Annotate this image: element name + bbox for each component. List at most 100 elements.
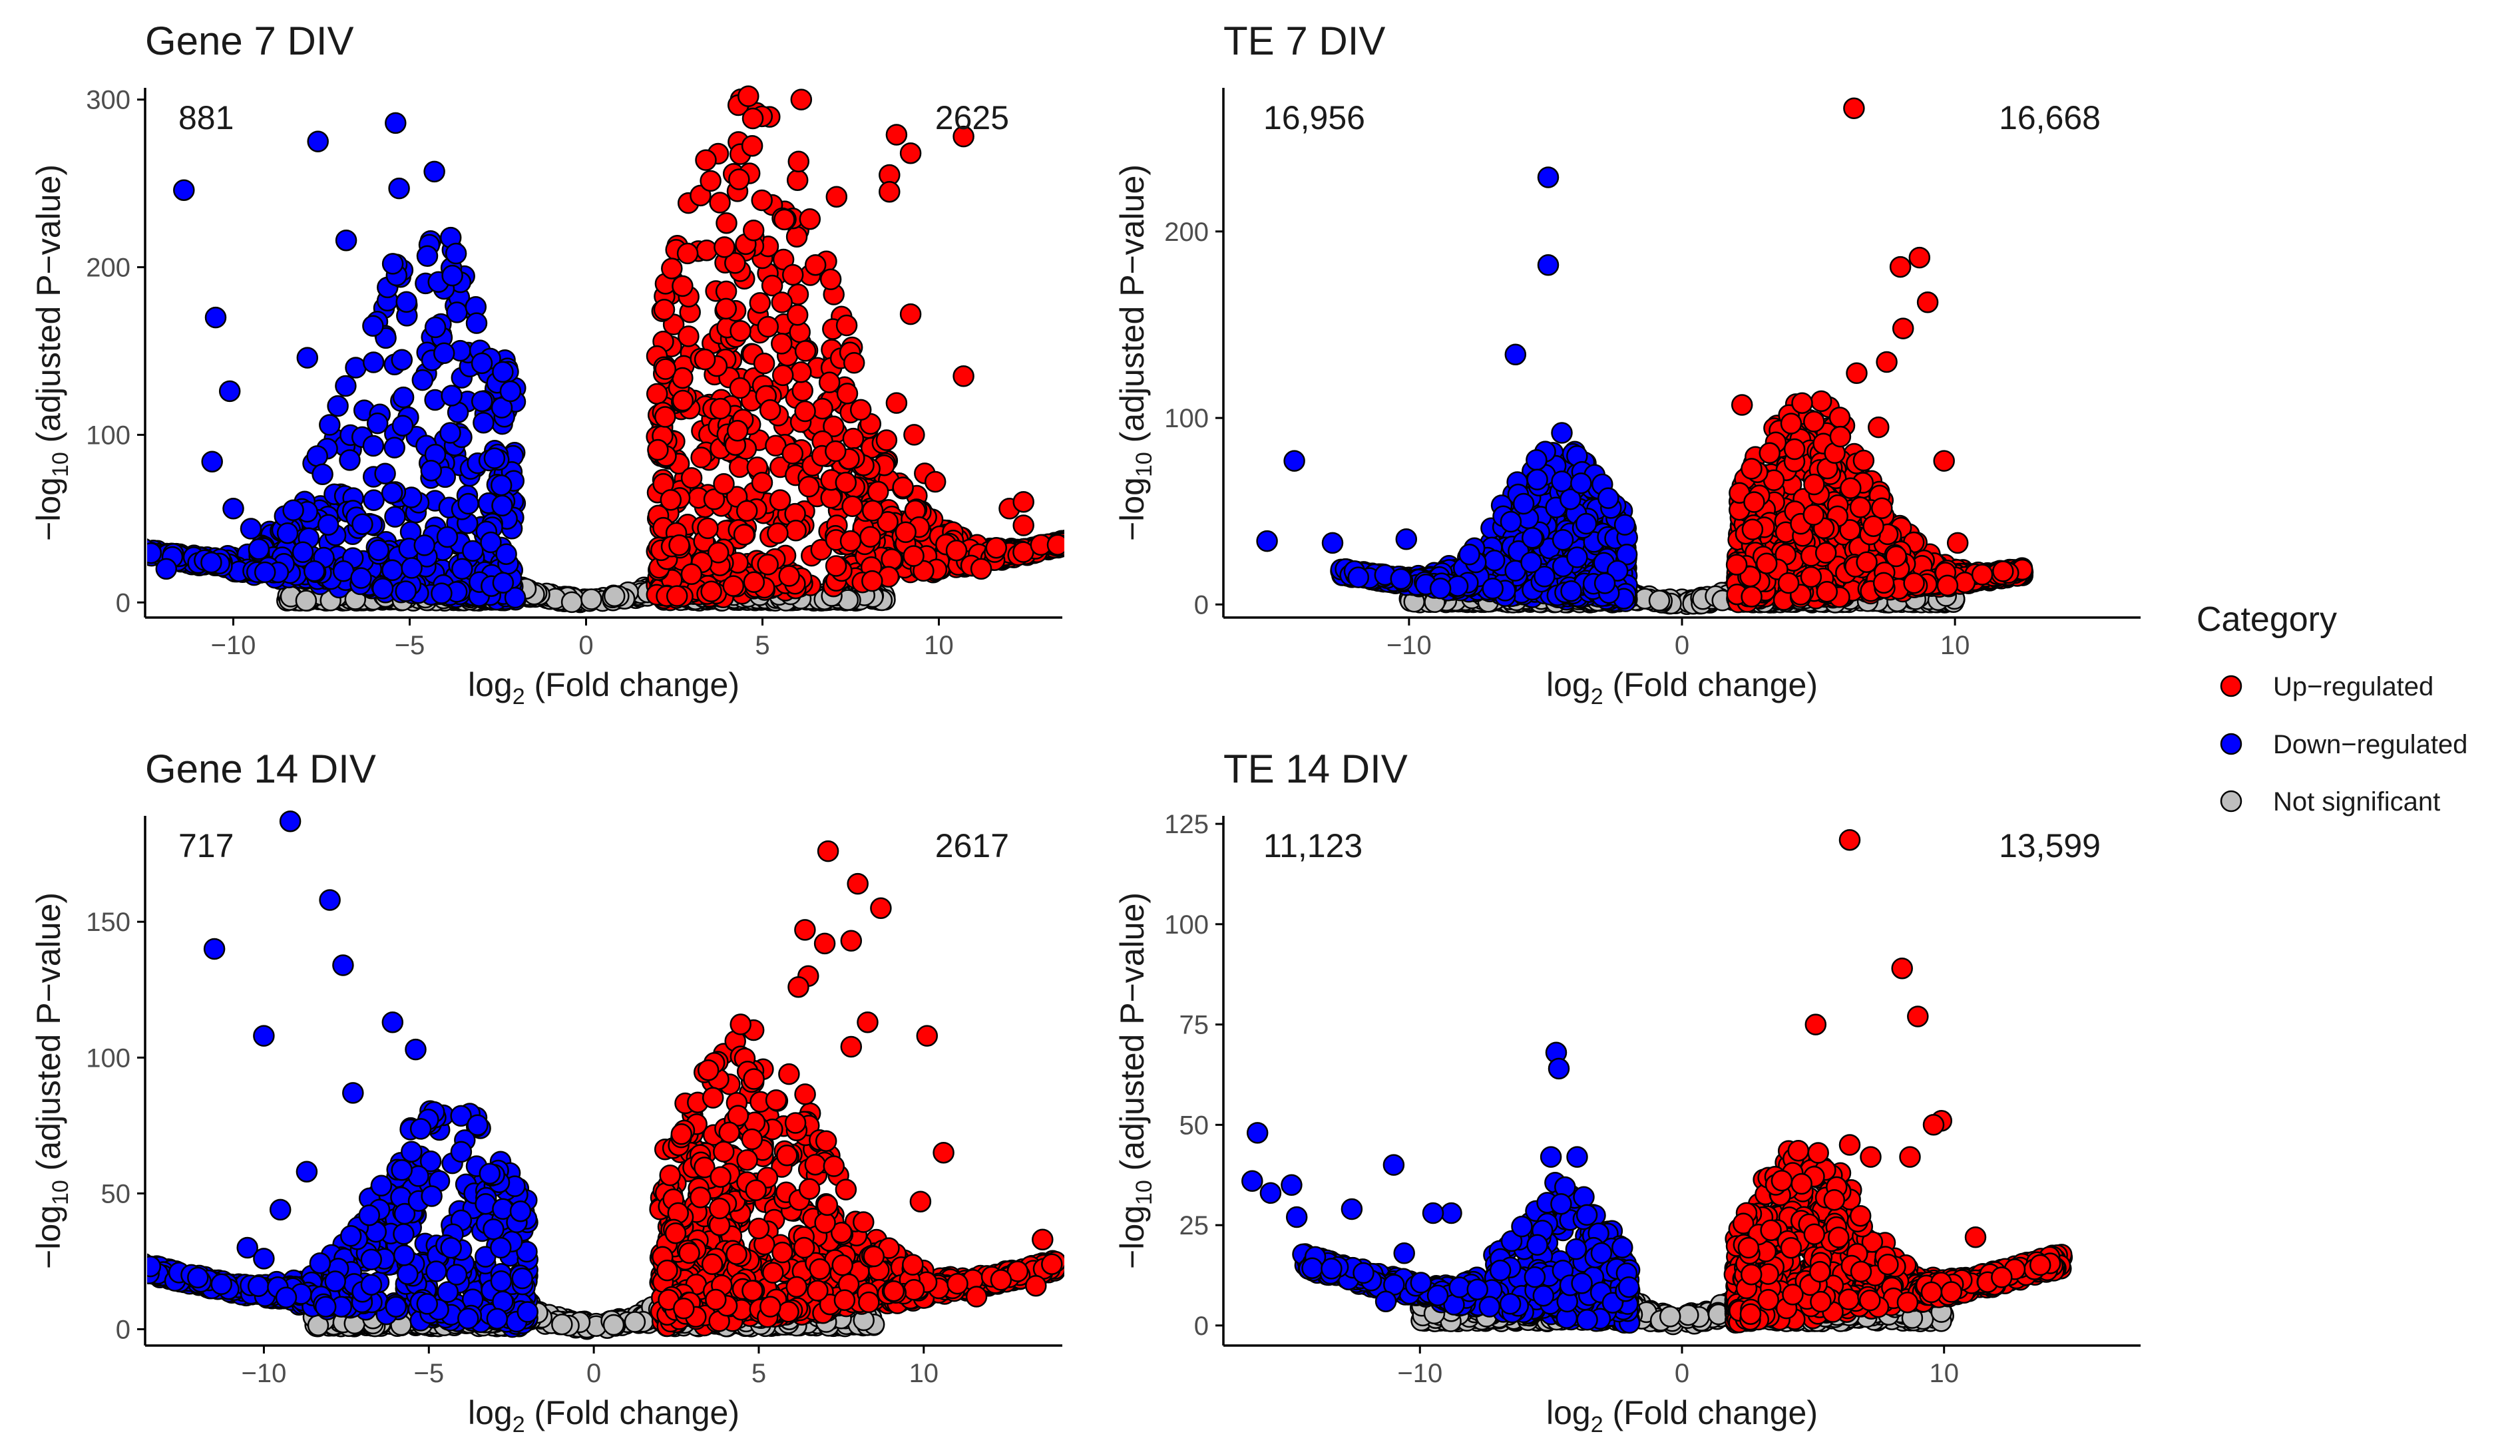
point-up	[1082, 527, 1102, 547]
point-down	[1537, 166, 1560, 188]
point-up	[771, 291, 793, 313]
point-up	[751, 471, 773, 494]
point-up	[781, 264, 804, 286]
point-down	[73, 530, 93, 550]
point-down	[81, 526, 101, 546]
point-up	[892, 476, 914, 498]
point-down	[1552, 529, 1574, 551]
point-down	[457, 492, 479, 515]
point-down	[101, 536, 120, 556]
point-up	[771, 333, 793, 355]
x-axis-label-base: log	[468, 666, 513, 703]
point-up	[1862, 515, 1884, 537]
point-up	[1852, 449, 1875, 472]
point-down	[101, 537, 121, 557]
point-up	[690, 184, 712, 207]
point-down	[1551, 422, 1573, 444]
point-down	[72, 528, 92, 548]
point-up	[1076, 528, 1096, 548]
point-ns	[1648, 590, 1671, 612]
point-down	[384, 506, 406, 528]
point-up	[1062, 536, 1064, 548]
point-ns	[295, 590, 317, 612]
point-down	[335, 229, 357, 252]
point-down	[1347, 566, 1370, 588]
point-up	[668, 534, 690, 556]
point-down	[80, 530, 100, 550]
point-up	[1077, 530, 1097, 550]
point-up	[715, 297, 737, 320]
point-down	[110, 538, 130, 558]
point-down	[71, 525, 91, 545]
point-down	[92, 534, 112, 554]
point-down	[95, 530, 115, 550]
point-up	[804, 254, 827, 276]
point-up	[1012, 514, 1034, 536]
point-up	[733, 524, 755, 546]
point-down	[423, 160, 445, 183]
x-tick-label: −10	[1386, 631, 1432, 660]
point-down	[103, 532, 123, 552]
point-down	[118, 538, 138, 558]
point-up	[794, 400, 816, 423]
point-up	[735, 500, 758, 522]
point-up	[728, 168, 750, 190]
point-down	[1526, 468, 1548, 490]
point-down	[79, 526, 99, 546]
point-up	[1843, 97, 1865, 120]
point-up	[1079, 528, 1099, 548]
point-up	[787, 150, 810, 173]
point-up	[672, 389, 694, 412]
point-up	[785, 520, 807, 542]
point-down	[439, 422, 461, 444]
point-up	[1065, 532, 1085, 552]
y-axis-label-pre: −log	[30, 477, 67, 541]
point-up	[819, 268, 842, 291]
point-up	[1839, 519, 1861, 541]
point-down	[424, 316, 447, 339]
point-up	[1759, 442, 1781, 464]
point-up	[885, 124, 908, 146]
point-down	[103, 532, 123, 552]
point-down	[445, 242, 467, 265]
point-up	[1800, 566, 1822, 588]
point-up	[751, 189, 773, 212]
point-up	[1081, 529, 1101, 549]
points-layer	[1256, 97, 2034, 616]
point-down	[307, 130, 329, 152]
point-down	[392, 386, 415, 409]
panel-title: TE 7 DIV	[1223, 19, 1385, 63]
point-up	[729, 377, 751, 399]
point-down	[492, 361, 514, 383]
point-up	[790, 361, 812, 383]
panel-title: Gene 14 DIV	[145, 747, 376, 791]
point-up	[1082, 528, 1102, 548]
x-axis-label-sub: 2	[513, 684, 525, 709]
point-up	[1936, 574, 1959, 597]
point-up	[861, 570, 883, 592]
point-up	[672, 275, 694, 297]
point-up	[1828, 407, 1851, 429]
point-down	[480, 531, 502, 554]
point-up	[1868, 416, 1890, 439]
point-down	[363, 489, 385, 511]
point-down	[1613, 514, 1636, 536]
point-up	[680, 466, 703, 489]
point-down	[1321, 532, 1344, 554]
point-up	[1062, 538, 1064, 549]
point-down	[1256, 530, 1278, 552]
point-up	[757, 315, 779, 338]
point-up	[709, 192, 731, 214]
y-axis-label-sub: 10	[1132, 452, 1157, 477]
point-up	[1840, 477, 1862, 499]
point-up	[786, 169, 809, 191]
point-up	[722, 575, 745, 597]
point-down	[420, 459, 443, 482]
point-down	[366, 412, 389, 435]
point-down	[93, 529, 112, 549]
point-up	[700, 580, 722, 603]
point-up	[1892, 317, 1914, 339]
point-down	[75, 530, 95, 550]
point-down	[411, 369, 434, 391]
point-up	[1871, 497, 1893, 519]
